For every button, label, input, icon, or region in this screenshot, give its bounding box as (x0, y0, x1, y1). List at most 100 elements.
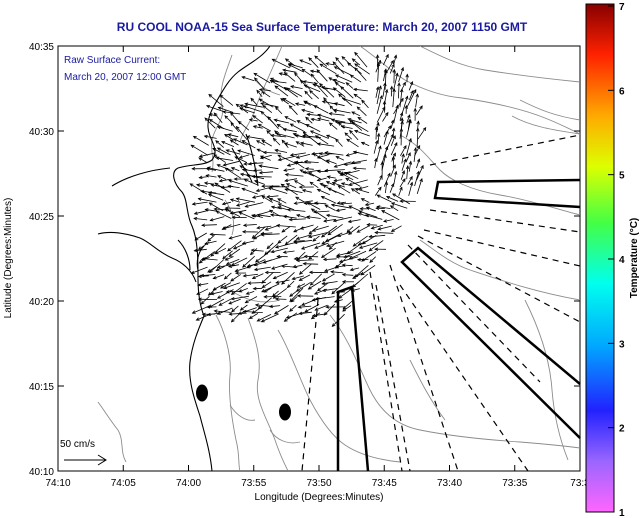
current-vector-head (241, 187, 246, 192)
current-vector-head (261, 140, 266, 144)
current-vector-head (224, 208, 229, 212)
current-vector (206, 168, 217, 171)
current-vector-head (368, 234, 373, 239)
current-vector (261, 313, 279, 323)
current-vector (400, 145, 407, 156)
current-vector (196, 288, 209, 295)
current-vector-head (256, 213, 261, 217)
current-vector-head (252, 125, 257, 129)
current-vector (243, 224, 257, 226)
current-vector-head (193, 216, 198, 221)
current-vector (390, 164, 396, 177)
current-annotation-time: March 20, 2007 12:00 GMT (64, 72, 186, 83)
current-vector-head (294, 72, 298, 77)
current-vector-head (332, 87, 337, 91)
current-vector (299, 263, 312, 275)
current-vector (210, 216, 225, 221)
current-vector-head (269, 77, 274, 81)
current-vector-head (395, 104, 399, 109)
current-vector-head (280, 98, 285, 102)
current-vector (301, 242, 321, 250)
current-vector (312, 225, 329, 232)
current-vector (236, 198, 255, 203)
current-vector-head (350, 160, 355, 165)
current-vector (352, 58, 361, 66)
current-vector (390, 142, 398, 156)
current-vector (212, 148, 225, 155)
current-vector (264, 296, 282, 298)
current-vector-head (205, 105, 211, 109)
current-vector-head (239, 172, 245, 177)
current-vector-head (219, 94, 224, 99)
current-vector (336, 156, 345, 161)
current-vector (346, 138, 359, 148)
current-vector (406, 165, 409, 180)
current-vector (389, 183, 394, 193)
current-vector-head (230, 122, 235, 127)
current-vector-head (384, 111, 389, 116)
current-vector (376, 95, 383, 114)
current-vector-head (280, 183, 285, 188)
current-vector-head (356, 106, 361, 111)
current-vector-head (282, 128, 287, 132)
current-vector (392, 73, 398, 92)
colorbar-tick-label: 5 (619, 171, 625, 182)
current-vector (285, 58, 296, 67)
current-vector (199, 251, 215, 264)
buoy-marker (279, 403, 291, 421)
current-vector-head (201, 257, 207, 261)
current-vector (348, 225, 360, 235)
current-vector-head (313, 201, 318, 205)
current-vector-head (416, 144, 421, 149)
current-vector-head (251, 310, 256, 314)
current-vector (398, 67, 404, 83)
coastline (97, 46, 271, 471)
current-vector (361, 198, 370, 203)
current-vector (242, 255, 255, 268)
current-vector (296, 141, 305, 147)
current-vector-head (269, 79, 274, 84)
current-vector-head (324, 151, 329, 155)
current-vector-head (262, 150, 267, 155)
current-vector (235, 267, 248, 272)
current-vector-head (256, 89, 261, 94)
current-vector-head (204, 208, 209, 212)
current-vector-head (214, 250, 219, 255)
current-vector (228, 264, 239, 268)
current-vector (228, 298, 241, 305)
current-vector (231, 312, 241, 323)
current-vector (305, 117, 313, 124)
current-vector-head (272, 275, 277, 280)
current-vector (287, 209, 306, 212)
current-vector-head (191, 310, 196, 314)
current-vector (225, 208, 241, 217)
current-vector (225, 256, 234, 261)
current-vector-head (283, 168, 288, 172)
current-vector (392, 193, 411, 205)
current-vector-head (278, 72, 283, 76)
y-tick-label: 40:30 (29, 127, 54, 138)
current-vector-head (365, 206, 370, 210)
current-vector (260, 102, 279, 108)
current-vector (194, 218, 208, 221)
current-vector (256, 90, 263, 97)
current-vector-head (300, 246, 305, 250)
current-vector-head (268, 304, 274, 309)
current-vector (220, 282, 232, 289)
current-vector-head (258, 164, 263, 168)
current-vector (347, 118, 362, 124)
current-vector (198, 157, 208, 163)
current-vector (271, 247, 288, 253)
current-vector-head (257, 123, 262, 128)
current-vector-head (282, 214, 287, 219)
current-vector (346, 226, 354, 233)
current-vector (296, 214, 311, 219)
current-vector (289, 105, 298, 115)
current-vector (321, 235, 338, 245)
current-vector (390, 135, 396, 147)
current-vector-head (409, 181, 414, 186)
current-vector (375, 86, 379, 98)
current-vector-head (374, 157, 378, 162)
current-vector (252, 273, 264, 279)
colorbar-tick-label: 6 (619, 86, 625, 97)
